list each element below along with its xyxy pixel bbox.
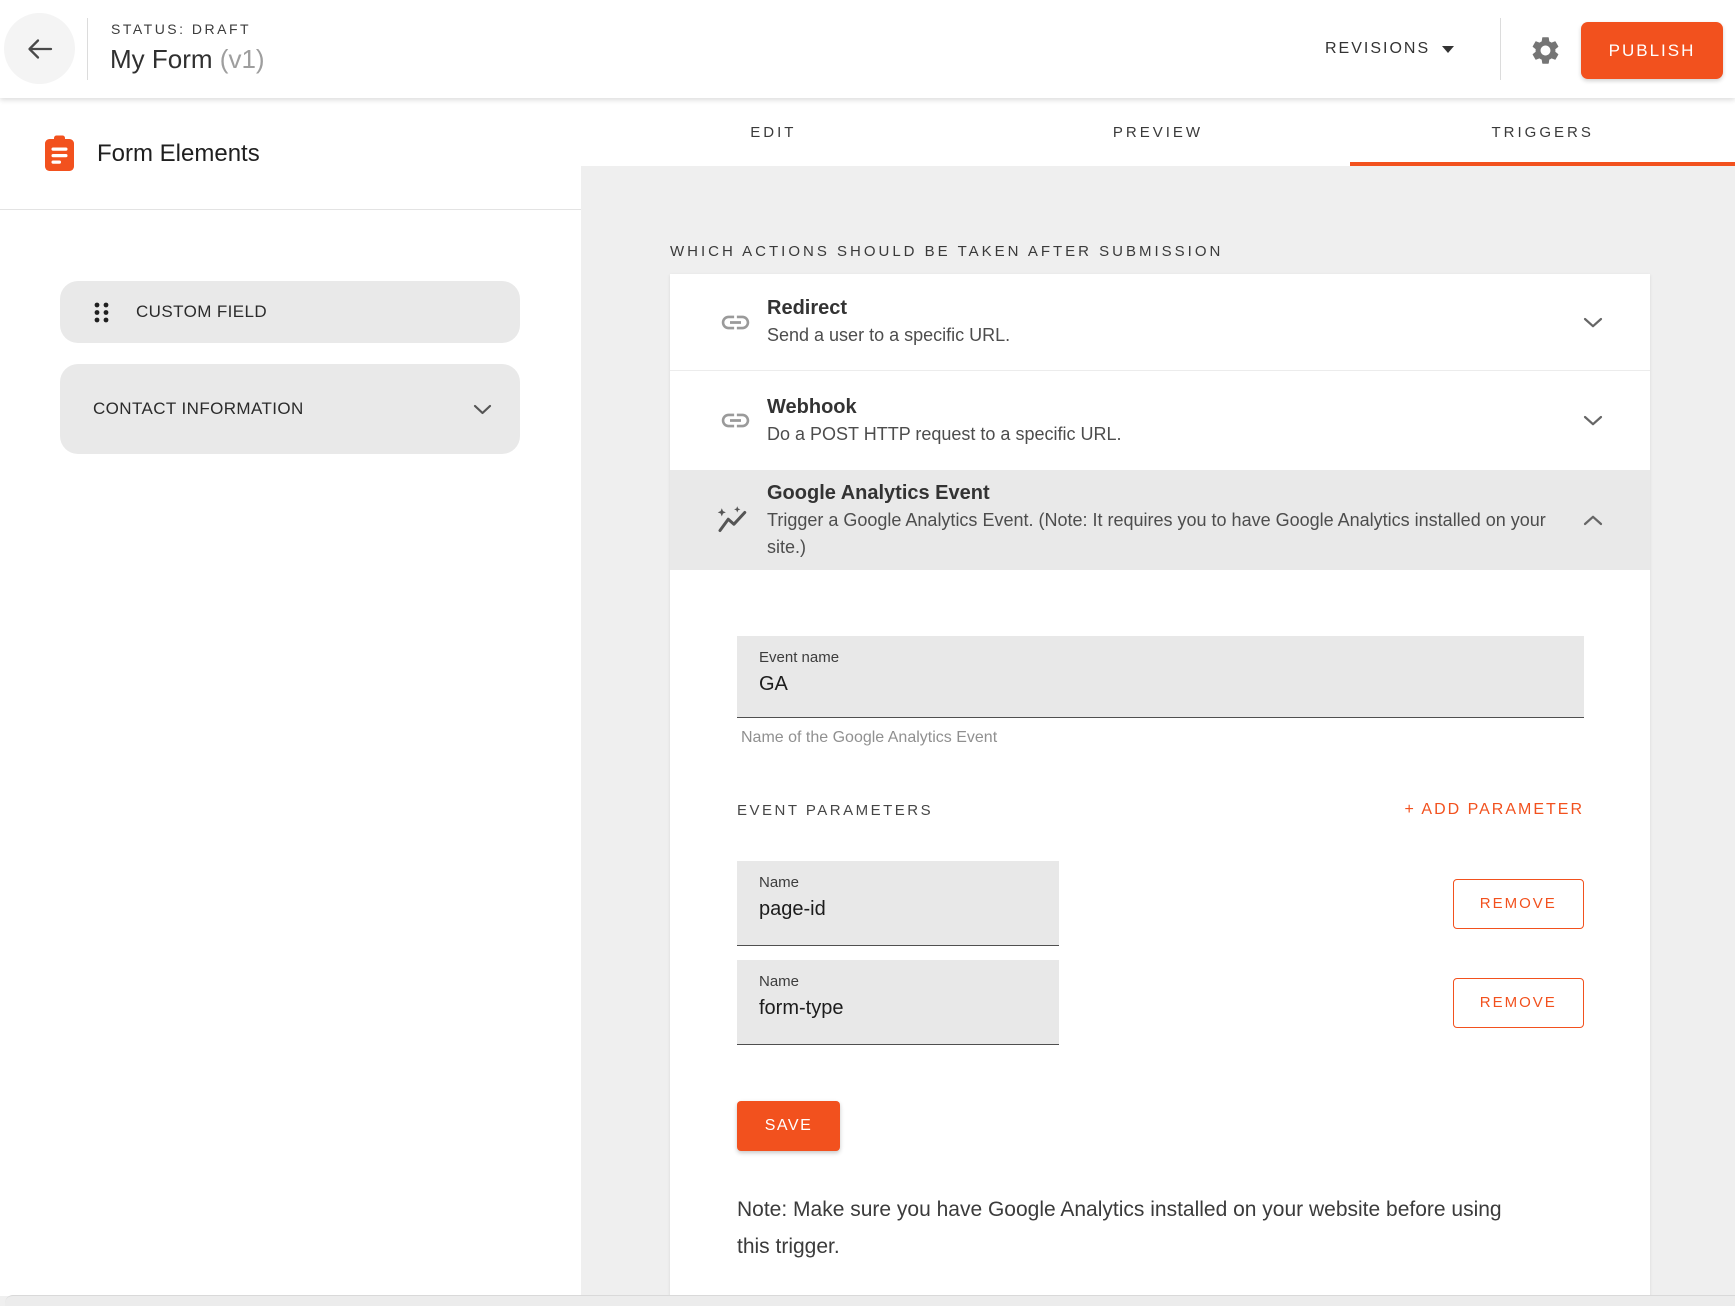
trigger-text: Google Analytics Event Trigger a Google … [753,480,1582,561]
trigger-description: Send a user to a specific URL. [767,325,1011,345]
form-version: (v1) [219,44,265,74]
tab-triggers[interactable]: TRIGGERS [1350,98,1735,166]
event-name-label: Event name [759,649,840,666]
parameter-name-input[interactable] [759,891,1037,935]
form-name: My Form [110,44,213,74]
sidebar-item-label: CONTACT INFORMATION [93,399,304,418]
event-name-field[interactable]: Event name [737,636,1584,718]
drag-handle-icon[interactable] [93,301,110,324]
sidebar-title: Form Elements [97,139,260,167]
page-title: My Form (v1) [110,44,265,75]
parameter-row: Name Content REMOVE [737,960,1584,1045]
bottom-edge-strip [5,1295,1735,1306]
trigger-title: Webhook [767,395,857,418]
parameter-name-field[interactable]: Name [737,960,1059,1045]
remove-parameter-button[interactable]: REMOVE [1452,977,1584,1028]
revisions-dropdown[interactable]: REVISIONS [1325,0,1455,98]
analytics-sparkline-icon [717,505,753,535]
link-icon [717,404,753,437]
sidebar-item-label: CUSTOM FIELD [136,302,268,321]
triggers-card: Redirect Send a user to a specific URL. [670,274,1650,1306]
section-heading: WHICH ACTIONS SHOULD BE TAKEN AFTER SUBM… [670,243,1224,260]
trigger-text: Redirect Send a user to a specific URL. [753,295,1582,349]
sidebar-item-contact-information[interactable]: CONTACT INFORMATION [60,364,520,454]
chevron-down-icon [1582,415,1604,426]
publish-button[interactable]: PUBLISH [1581,22,1723,79]
parameter-row: Name Content REMOVE [737,861,1584,946]
back-button[interactable] [4,13,75,84]
save-button[interactable]: SAVE [737,1101,840,1151]
header-divider [1500,18,1501,80]
revisions-label: REVISIONS [1325,40,1431,57]
add-parameter-button[interactable]: + ADD PARAMETER [1404,801,1584,818]
event-name-input[interactable] [759,666,1562,710]
trigger-row-redirect[interactable]: Redirect Send a user to a specific URL. [670,274,1650,371]
triggers-view: WHICH ACTIONS SHOULD BE TAKEN AFTER SUBM… [581,166,1735,1306]
parameter-name-label: Name [759,973,800,990]
settings-button[interactable] [1526,31,1564,69]
header-divider [87,18,88,80]
caret-down-icon [1442,45,1455,53]
tab-preview[interactable]: PREVIEW [1112,123,1204,141]
event-parameters-header: EVENT PARAMETERS + ADD PARAMETER [737,801,1584,819]
link-icon [717,306,753,339]
tab-edit[interactable]: EDIT [750,123,797,141]
chevron-down-icon [1582,317,1604,328]
trigger-row-webhook[interactable]: Webhook Do a POST HTTP request to a spec… [670,371,1650,470]
clipboard-icon [45,135,74,171]
back-arrow-icon [27,38,52,59]
parameter-name-field[interactable]: Name [737,861,1059,946]
parameter-name-input[interactable] [759,990,1037,1034]
event-parameters-heading: EVENT PARAMETERS [737,801,934,819]
app-header: STATUS: DRAFT My Form (v1) REVISIONS PUB… [0,0,1735,98]
trigger-title: Redirect [767,297,848,319]
form-status: STATUS: DRAFT [111,21,252,37]
trigger-text: Webhook Do a POST HTTP request to a spec… [753,394,1582,448]
trigger-description: Trigger a Google Analytics Event. (Note:… [767,509,1546,557]
form-elements-sidebar: Form Elements CUSTOM FIELD CONTACT INFOR… [0,98,581,1296]
trigger-title: Google Analytics Event [767,481,990,504]
view-tabs: EDIT PREVIEW TRIGGERS [581,98,1735,166]
event-name-helper: Name of the Google Analytics Event [741,729,998,746]
google-analytics-panel: Event name Name of the Google Analytics … [670,570,1650,1265]
sidebar-header: Form Elements [0,98,581,210]
chevron-down-icon [473,404,492,414]
sidebar-item-custom-field[interactable]: CUSTOM FIELD [60,281,520,343]
parameter-name-label: Name [759,874,800,891]
gear-icon [1532,36,1558,64]
chevron-up-icon [1582,515,1604,526]
remove-parameter-button[interactable]: REMOVE [1452,878,1584,929]
trigger-description: Do a POST HTTP request to a specific URL… [767,423,1122,444]
trigger-row-google-analytics[interactable]: Google Analytics Event Trigger a Google … [670,470,1650,570]
ga-note-text: Note: Make sure you have Google Analytic… [737,1198,1502,1258]
